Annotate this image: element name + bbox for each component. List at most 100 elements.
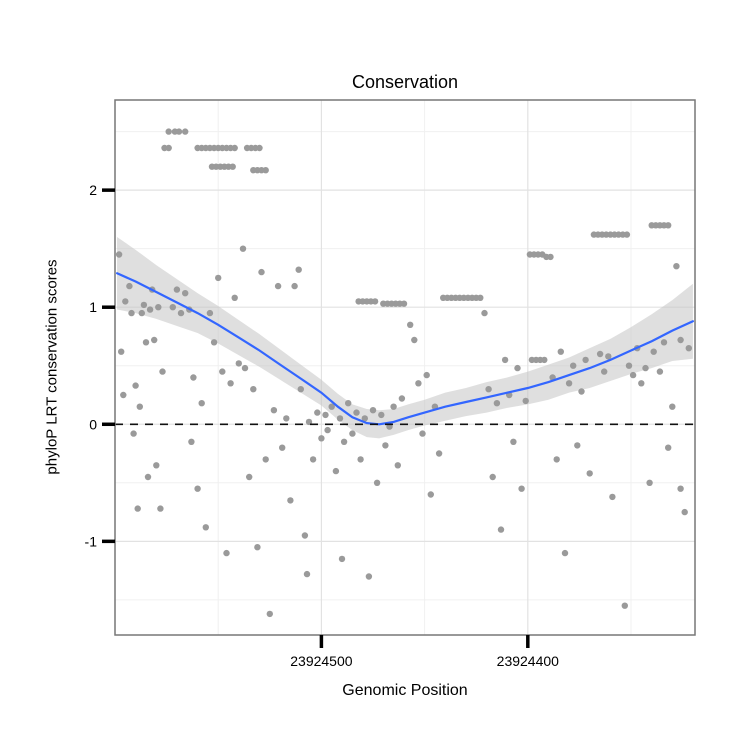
data-point — [353, 409, 360, 416]
data-point — [262, 456, 269, 463]
x-axis: 23924500 23924400 — [290, 635, 559, 669]
data-point — [283, 415, 290, 422]
data-point — [596, 350, 604, 358]
data-point — [629, 371, 637, 379]
data-point — [642, 364, 649, 372]
data-point — [159, 368, 166, 375]
data-point — [190, 374, 197, 381]
data-point — [303, 570, 311, 578]
data-point — [126, 282, 133, 290]
scatter-points — [115, 128, 692, 618]
data-point — [175, 128, 183, 135]
data-point — [142, 339, 150, 346]
data-point — [138, 309, 145, 317]
data-point — [229, 163, 236, 170]
data-point — [254, 544, 261, 551]
data-point — [155, 304, 162, 311]
data-point — [202, 524, 209, 531]
y-axis-label: phyloP LRT conservation scores — [43, 259, 61, 475]
data-point — [297, 386, 304, 393]
data-point — [262, 167, 269, 174]
data-point — [144, 473, 152, 481]
data-point — [188, 438, 195, 445]
data-point — [514, 364, 521, 372]
data-point — [369, 407, 377, 414]
smooth-line — [116, 272, 694, 426]
data-point — [481, 309, 488, 317]
data-point — [665, 222, 672, 229]
data-point — [578, 388, 585, 395]
data-point — [638, 380, 645, 387]
data-point — [287, 497, 294, 504]
x-axis-label: Genomic Position — [342, 682, 468, 699]
data-point — [291, 282, 298, 290]
data-point — [340, 438, 348, 445]
data-point — [322, 411, 329, 419]
data-point — [677, 336, 684, 344]
data-point — [382, 442, 389, 449]
data-point — [231, 294, 238, 301]
grid-minor — [115, 100, 695, 635]
y-tick-label: -1 — [85, 533, 98, 549]
data-point — [169, 304, 176, 311]
data-point — [361, 415, 368, 422]
data-point — [565, 380, 573, 387]
data-point — [130, 430, 137, 437]
data-point — [681, 508, 688, 516]
data-point — [660, 339, 668, 346]
data-point — [324, 426, 331, 434]
data-point — [518, 485, 525, 492]
data-point — [122, 298, 129, 305]
data-point — [656, 368, 664, 375]
data-point — [250, 386, 257, 393]
data-point — [541, 356, 548, 364]
data-point — [295, 266, 302, 273]
data-point — [427, 491, 434, 498]
data-point — [270, 407, 278, 414]
data-point — [120, 391, 127, 399]
data-point — [173, 286, 181, 293]
data-point — [134, 505, 141, 512]
data-point — [378, 411, 385, 419]
data-point — [132, 382, 139, 389]
data-point — [423, 371, 430, 379]
data-point — [493, 400, 501, 407]
data-point — [601, 368, 608, 375]
data-point — [673, 263, 680, 270]
data-point — [501, 356, 509, 364]
data-point — [390, 403, 397, 410]
x-tick-label: 23924500 — [290, 653, 353, 669]
data-point — [136, 403, 143, 410]
data-point — [318, 435, 325, 442]
data-point — [345, 400, 352, 407]
data-point — [227, 380, 234, 387]
chart-title: Conservation — [351, 72, 459, 92]
data-point — [128, 309, 135, 317]
data-point — [182, 290, 189, 297]
data-point — [177, 309, 185, 317]
data-point — [198, 400, 205, 407]
data-point — [477, 294, 484, 301]
data-point — [266, 610, 273, 618]
data-point — [146, 306, 154, 313]
data-point — [400, 300, 408, 307]
data-point — [274, 282, 282, 290]
data-point — [371, 298, 379, 305]
data-point — [669, 403, 676, 410]
data-point — [165, 144, 172, 152]
data-point — [522, 397, 529, 405]
data-point — [411, 336, 418, 344]
data-point — [365, 573, 373, 580]
confidence-ribbon — [117, 236, 693, 439]
data-point — [314, 409, 321, 416]
data-point — [140, 301, 148, 309]
y-tick-label: 2 — [89, 182, 97, 198]
data-point — [398, 395, 406, 402]
data-point — [338, 555, 346, 563]
data-point — [215, 274, 222, 282]
data-point — [685, 345, 692, 352]
data-point — [223, 549, 230, 557]
data-point — [210, 339, 218, 346]
